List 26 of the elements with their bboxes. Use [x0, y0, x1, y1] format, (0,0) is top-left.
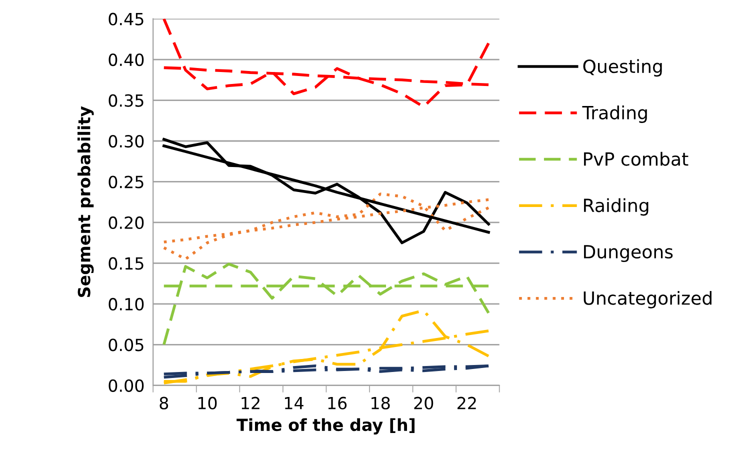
y-tick-label: 0.20 — [108, 216, 144, 230]
x-tick-label: 8 — [160, 396, 168, 410]
y-tick-label: 0.25 — [108, 176, 144, 188]
y-tick-label: 0.45 — [108, 12, 144, 26]
y-tick-label: 0.30 — [108, 134, 144, 148]
x-tick-label: 12 — [242, 396, 260, 410]
y-axis-title: Segment probability — [78, 106, 94, 298]
x-tick-label: 20 — [414, 396, 434, 410]
legend-label: Uncategorized — [584, 290, 712, 308]
legend-label: Dungeons — [584, 245, 673, 262]
y-tick-label: 0.05 — [108, 338, 144, 352]
y-tick-label: 0.15 — [108, 257, 144, 270]
x-tick-label: 10 — [198, 396, 217, 410]
legend-label: Questing — [583, 59, 662, 77]
y-tick-label: 0.35 — [108, 94, 144, 107]
x-axis-title: Time of the day [h] — [236, 418, 415, 434]
x-tick-label: 16 — [328, 396, 347, 410]
x-tick-label: 22 — [458, 396, 476, 410]
x-tick-label: 18 — [372, 396, 390, 410]
x-tick-label: 14 — [284, 397, 304, 410]
y-tick-label: 0.00 — [108, 379, 144, 392]
legend-label: PvP combat — [584, 152, 688, 166]
y-tick-label: 0.40 — [108, 53, 144, 66]
legend-label: Trading — [582, 105, 647, 123]
y-tick-label: 0.10 — [108, 298, 144, 310]
legend-label: Raiding — [584, 198, 648, 216]
